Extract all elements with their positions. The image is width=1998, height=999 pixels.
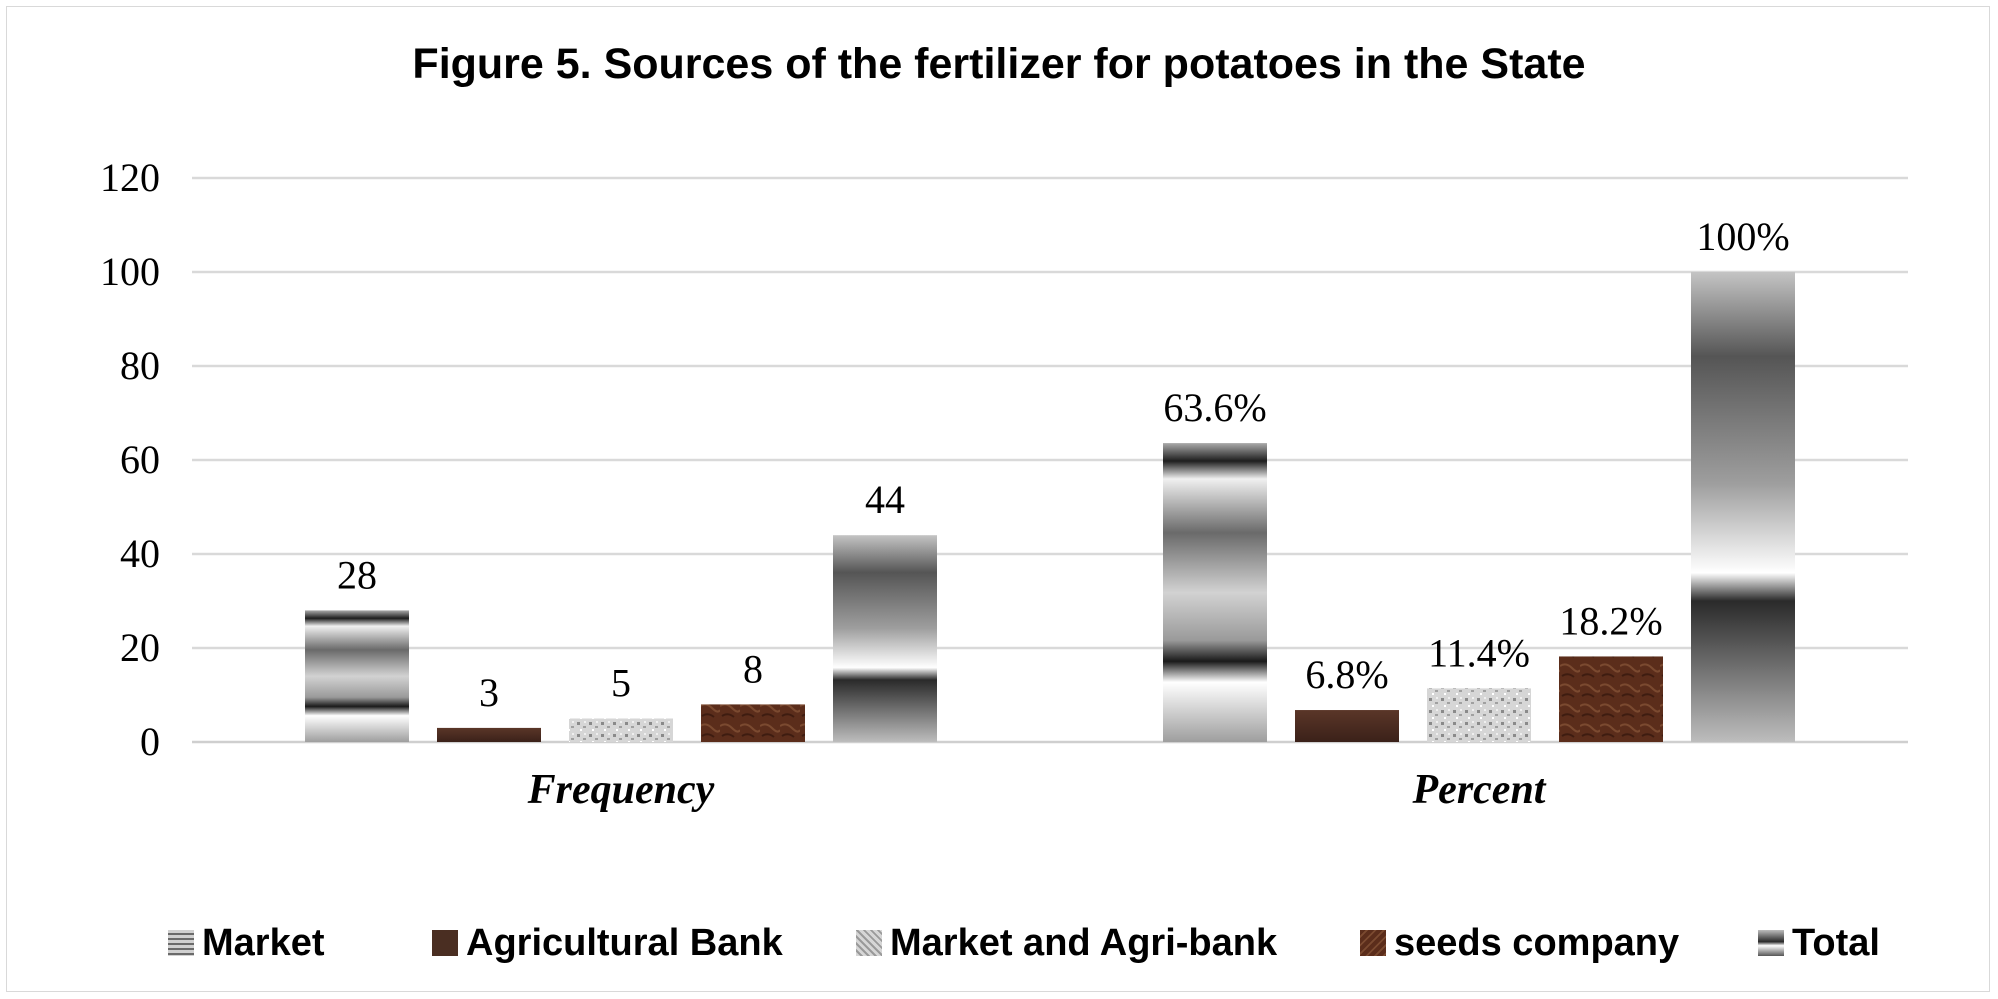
- data-label: 8: [743, 646, 763, 691]
- legend-label: seeds company: [1394, 921, 1680, 964]
- data-label: 28: [337, 552, 377, 597]
- y-tick-label: 40: [120, 531, 160, 576]
- legend-item-market-and-agri-bank: Market and Agri-bank: [856, 918, 1277, 968]
- bar-total-frequency: [833, 535, 937, 742]
- legend-label: Market: [202, 921, 325, 964]
- bar-market-and-agri-bank-percent: [1427, 688, 1531, 742]
- bar-agricultural-bank-percent: [1295, 710, 1399, 742]
- legend-swatch: [856, 930, 882, 956]
- bar-total-percent: [1691, 272, 1795, 742]
- y-tick-label: 100: [100, 249, 160, 294]
- legend-swatch: [432, 930, 458, 956]
- x-axis: Frequency Percent: [527, 767, 1547, 813]
- legend-label: Total: [1792, 921, 1880, 964]
- bars: [305, 272, 1795, 742]
- data-label: 3: [479, 670, 499, 715]
- legend-item-market: Market: [168, 918, 325, 968]
- y-tick-label: 60: [120, 437, 160, 482]
- legend-swatch: [1360, 930, 1386, 956]
- x-category-label: Percent: [1412, 767, 1547, 813]
- legend-swatch: [168, 930, 194, 956]
- data-labels: 28 3 5 8 44 63.6% 6.8% 11.4% 18.2% 100%: [337, 214, 1790, 715]
- bar-market-frequency: [305, 610, 409, 742]
- y-tick-label: 20: [120, 625, 160, 670]
- y-tick-label: 120: [100, 155, 160, 200]
- x-category-label: Frequency: [527, 767, 715, 813]
- legend-label: Market and Agri-bank: [890, 921, 1278, 964]
- legend: Market Agricultural Bank Market and Agri-b…: [0, 918, 1998, 968]
- legend-label: Agricultural Bank: [466, 921, 783, 964]
- bar-seeds-company-percent: [1559, 656, 1663, 742]
- data-label: 44: [865, 477, 905, 522]
- data-label: 18.2%: [1559, 598, 1662, 643]
- legend-item-seeds-company: seeds company: [1360, 918, 1679, 968]
- legend-item-total: Total: [1758, 918, 1880, 968]
- data-label: 6.8%: [1305, 652, 1388, 697]
- chart-frame: [6, 6, 1990, 992]
- data-label: 5: [611, 661, 631, 706]
- data-label: 11.4%: [1428, 630, 1530, 675]
- data-label: 100%: [1696, 214, 1789, 259]
- bar-market-and-agri-bank-frequency: [569, 718, 673, 742]
- bar-market-percent: [1163, 443, 1267, 742]
- y-tick-label: 0: [140, 719, 160, 764]
- legend-item-agricultural-bank: Agricultural Bank: [432, 918, 783, 968]
- gridlines: [192, 176, 1908, 744]
- y-axis: 0 20 40 60 80 100 120: [100, 155, 160, 764]
- bar-seeds-company-frequency: [701, 704, 805, 742]
- y-tick-label: 80: [120, 343, 160, 388]
- bar-agricultural-bank-frequency: [437, 727, 541, 742]
- chart-title: Figure 5. Sources of the fertilizer for …: [412, 40, 1586, 88]
- data-label: 63.6%: [1163, 385, 1266, 430]
- legend-swatch: [1758, 930, 1784, 956]
